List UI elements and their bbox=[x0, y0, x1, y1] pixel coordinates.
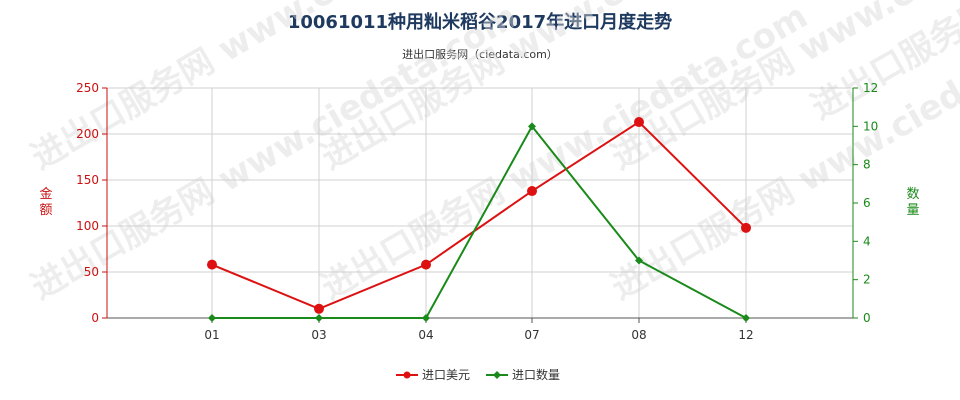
right-tick-label: 10 bbox=[863, 119, 878, 133]
legend-marker bbox=[403, 371, 411, 379]
usd-point bbox=[207, 259, 217, 270]
left-tick-label: 150 bbox=[76, 173, 99, 187]
right-tick-label: 2 bbox=[863, 273, 871, 287]
legend-label: 进口美元 bbox=[422, 368, 470, 382]
qty-point bbox=[528, 122, 536, 131]
legend-marker bbox=[493, 371, 501, 379]
qty-point bbox=[208, 314, 216, 322]
usd-point bbox=[314, 303, 324, 314]
watermark-text: 进出口服务网 www.ciedata.com bbox=[25, 0, 525, 308]
usd-point bbox=[634, 117, 644, 128]
right-tick-label: 0 bbox=[863, 311, 871, 325]
legend-label: 进口数量 bbox=[512, 367, 560, 382]
right-tick-label: 12 bbox=[863, 81, 878, 95]
left-tick-label: 200 bbox=[76, 127, 99, 141]
x-tick-label: 03 bbox=[311, 328, 326, 342]
qty-point bbox=[742, 314, 750, 322]
x-tick-label: 12 bbox=[738, 328, 753, 342]
right-axis-title: 数量 bbox=[906, 187, 919, 218]
series-line-0 bbox=[211, 120, 747, 310]
right-tick-label: 8 bbox=[863, 158, 871, 172]
qty-point bbox=[422, 314, 430, 322]
series-line-1 bbox=[212, 124, 747, 319]
watermark-text: 进出口服务网 www.ciedata.com bbox=[315, 0, 815, 308]
chart-subtitle: 进出口服务网（ciedata.com） bbox=[402, 48, 558, 61]
left-tick-label: 50 bbox=[84, 265, 99, 279]
qty-point bbox=[635, 256, 643, 265]
x-tick-label: 08 bbox=[631, 328, 646, 342]
x-tick-label: 01 bbox=[204, 328, 219, 342]
axes: 0 50 100 150 200 250 01 03 04 07 08 12 0 2 4 6 8 10 12 金额 数量 bbox=[39, 81, 919, 342]
qty-point bbox=[315, 314, 323, 322]
x-tick-label: 07 bbox=[524, 328, 539, 342]
x-tick-label: 04 bbox=[418, 328, 433, 342]
usd-point bbox=[421, 259, 431, 270]
left-tick-label: 100 bbox=[76, 219, 99, 233]
right-tick-label: 6 bbox=[863, 196, 871, 210]
usd-point bbox=[741, 222, 751, 233]
left-tick-label: 0 bbox=[91, 311, 99, 325]
left-axis-title: 金额 bbox=[39, 186, 52, 218]
chart-title: 10061011种用籼米稻谷2017年进口月度走势 bbox=[287, 12, 673, 33]
series-layer bbox=[207, 117, 751, 322]
left-tick-label: 250 bbox=[76, 81, 99, 95]
grid-lines bbox=[107, 87, 853, 318]
legend: 进口美元 进口数量 bbox=[396, 367, 560, 382]
usd-point bbox=[527, 186, 537, 197]
right-tick-label: 4 bbox=[863, 234, 871, 248]
